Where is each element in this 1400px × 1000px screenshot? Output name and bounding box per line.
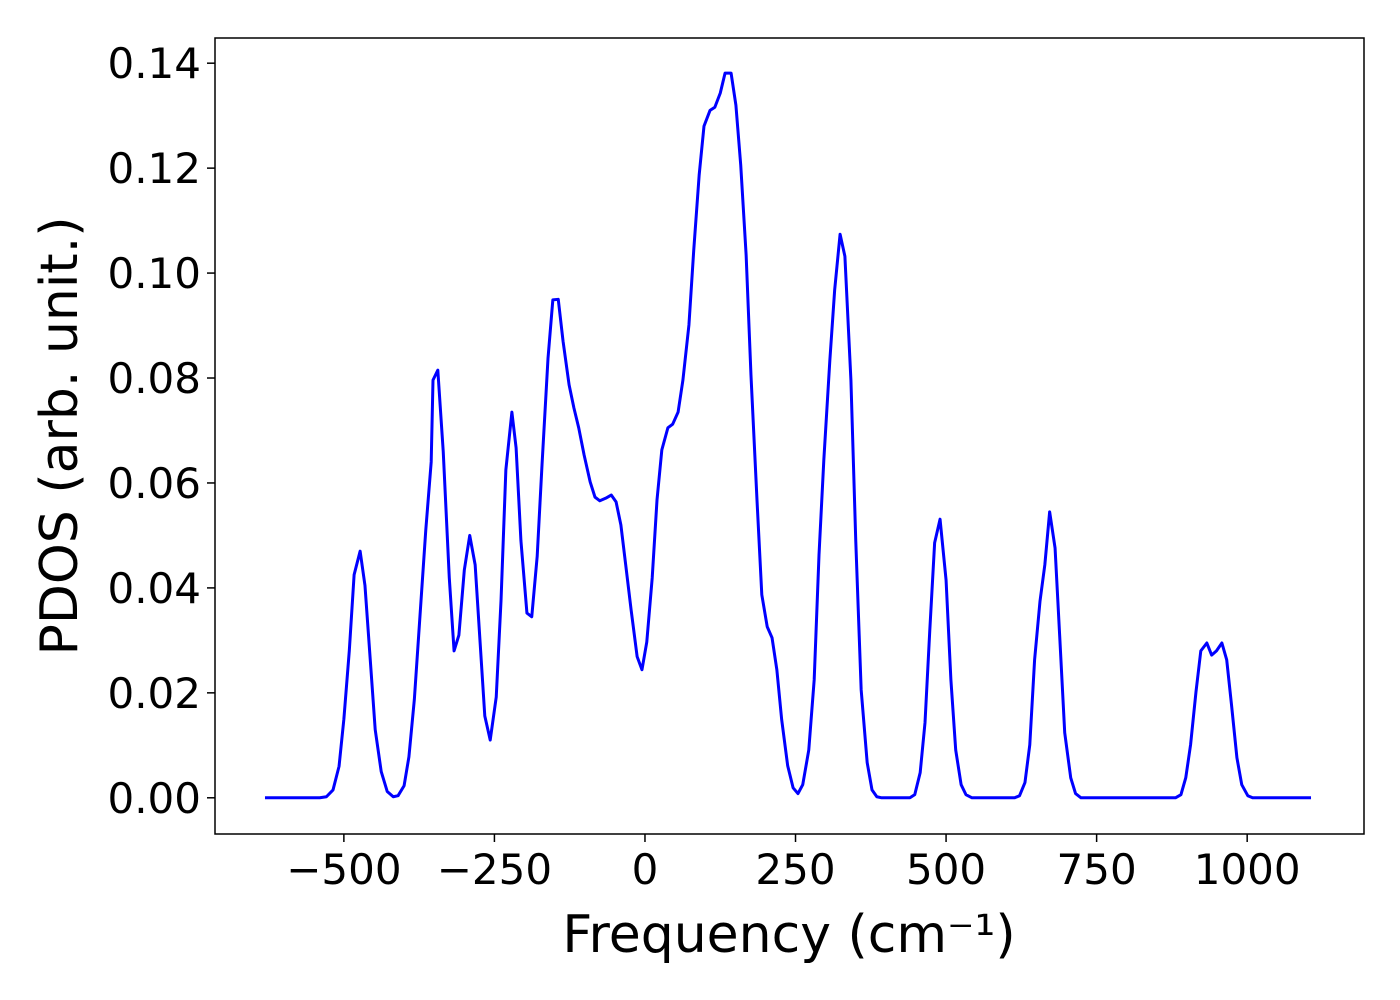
x-tick-label: 250 <box>755 845 835 894</box>
y-tick-label: 0.06 <box>107 459 201 508</box>
y-axis-label: PDOS (arb. unit.) <box>30 216 90 655</box>
x-tick-label: 500 <box>906 845 986 894</box>
y-tick-label: 0.00 <box>107 774 201 823</box>
y-tick-label: 0.08 <box>107 354 201 403</box>
plot-frame <box>214 37 1365 835</box>
y-tick-label: 0.10 <box>107 249 201 298</box>
x-tick-label: 750 <box>1057 845 1137 894</box>
y-tick-label: 0.04 <box>107 564 201 613</box>
x-axis-label: Frequency (cm⁻¹) <box>562 905 1015 965</box>
data-line <box>264 71 1312 800</box>
x-tick-label: 1000 <box>1194 845 1301 894</box>
y-tick-label: 0.02 <box>107 669 201 718</box>
x-tick-label: −250 <box>437 845 552 894</box>
x-tick-label: 0 <box>632 845 659 894</box>
y-tick-label: 0.14 <box>107 39 201 88</box>
y-tick-label: 0.12 <box>107 144 201 193</box>
x-tick-label: −500 <box>286 845 401 894</box>
